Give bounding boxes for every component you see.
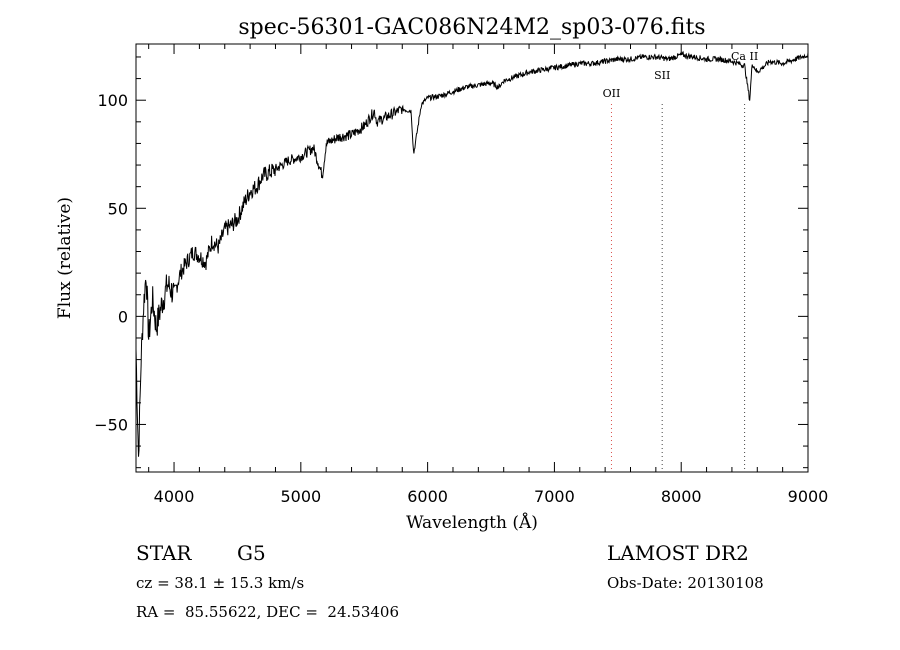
tick-labels: 4000 5000 6000 7000 8000 9000 −50 0 50 100 [94, 91, 828, 506]
plot-frame [135, 43, 809, 473]
x-tick-label: 7000 [534, 487, 575, 506]
redshift-text: cz = 38.1 ± 15.3 km/s [136, 574, 305, 592]
class-label: STAR [136, 541, 192, 565]
obs-date-text: Obs-Date: 20130108 [607, 574, 764, 592]
x-tick-label: 4000 [154, 487, 195, 506]
y-tick-label: 100 [97, 91, 128, 110]
y-axis-label: Flux (relative) [55, 197, 75, 319]
y-tick-label: −50 [94, 415, 128, 434]
annotation-lines: OII SII Ca II [603, 50, 758, 472]
survey-label: LAMOST DR2 [607, 541, 749, 565]
x-tick-label: 6000 [407, 487, 448, 506]
y-tick-label: 0 [118, 307, 128, 326]
x-tick-label: 9000 [788, 487, 829, 506]
chart-title: spec-56301-GAC086N24M2_sp03-076.fits [238, 15, 705, 40]
x-tick-label: 5000 [280, 487, 321, 506]
spectrum-line [135, 50, 809, 457]
annotation-label: OII [603, 87, 621, 100]
coords-text: RA = 85.55622, DEC = 24.53406 [136, 603, 400, 621]
y-tick-label: 50 [108, 199, 128, 218]
axis-ticks [136, 44, 809, 472]
x-tick-label: 8000 [661, 487, 702, 506]
annotation-label: Ca II [731, 50, 758, 63]
annotation-label: SII [654, 69, 670, 82]
x-axis-label: Wavelength (Å) [406, 512, 538, 533]
subclass-label: G5 [237, 541, 266, 565]
